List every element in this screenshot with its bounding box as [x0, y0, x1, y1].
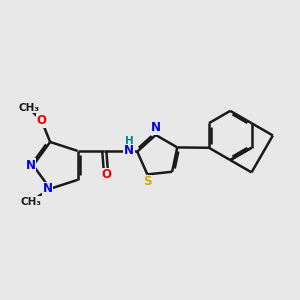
Text: CH₃: CH₃	[21, 197, 42, 207]
Text: S: S	[143, 176, 152, 188]
Text: O: O	[101, 168, 111, 181]
Text: N: N	[42, 182, 52, 195]
Text: H: H	[124, 136, 133, 146]
Text: N: N	[151, 121, 161, 134]
Text: N: N	[124, 144, 134, 158]
Text: O: O	[37, 114, 46, 127]
Text: N: N	[26, 159, 35, 172]
Text: CH₃: CH₃	[18, 103, 39, 113]
